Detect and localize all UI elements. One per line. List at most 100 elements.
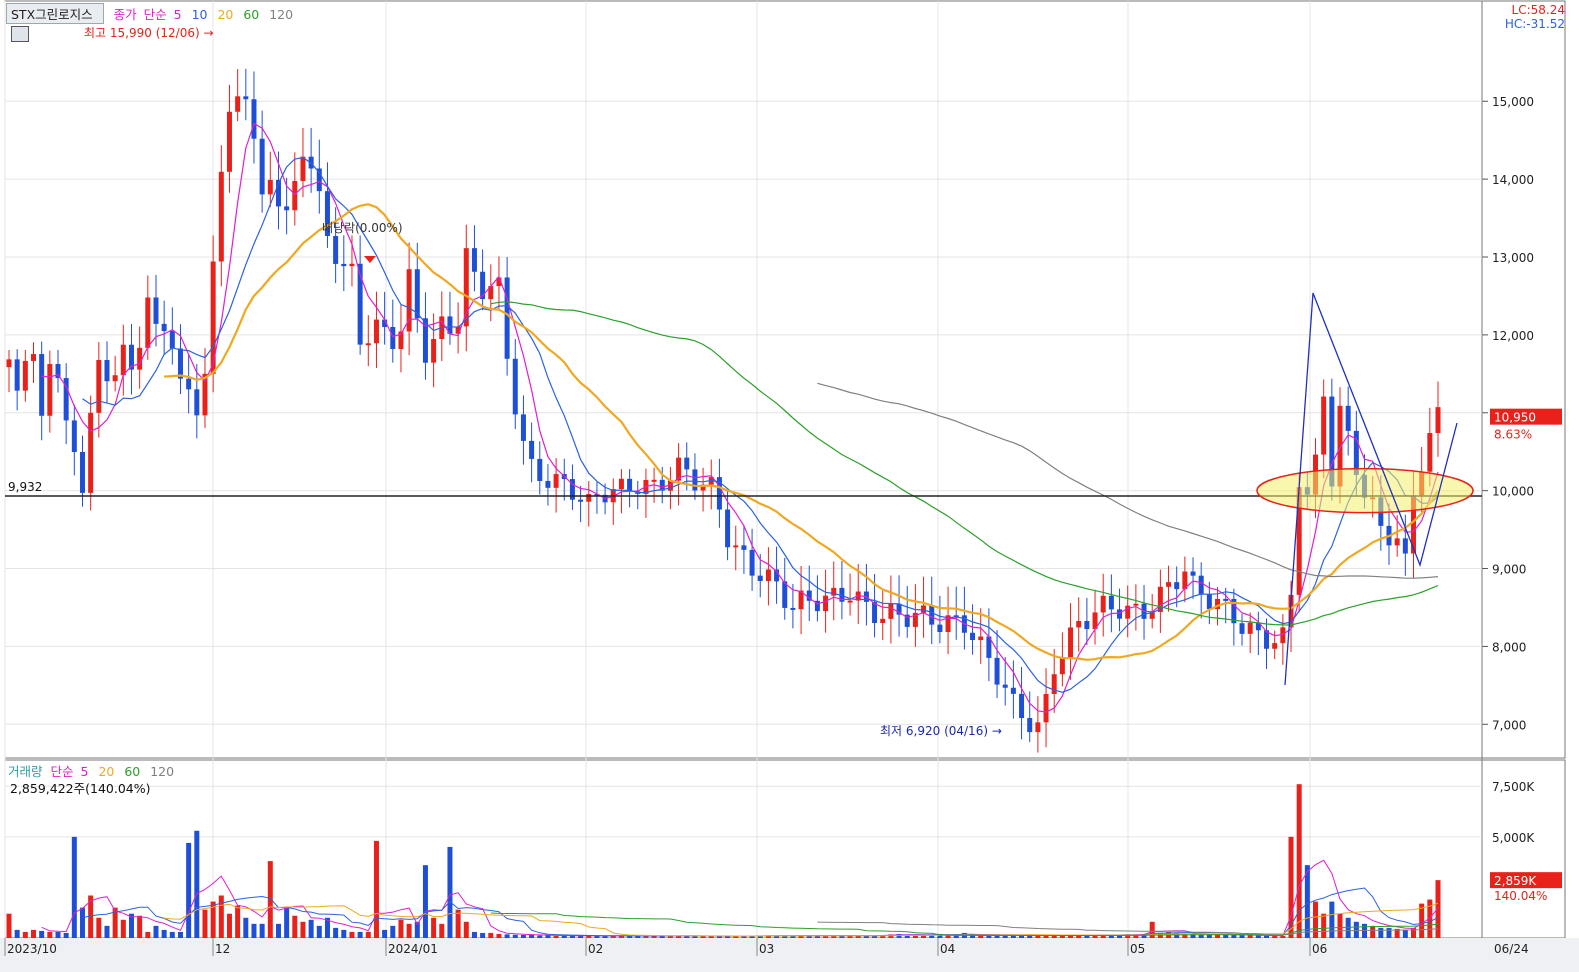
- volume-bar: [1255, 935, 1261, 938]
- volume-bar: [88, 895, 94, 938]
- candle-body: [186, 378, 192, 390]
- candle-body: [390, 326, 396, 350]
- candle-body: [1255, 622, 1261, 631]
- candle-body: [1108, 595, 1114, 610]
- volume-bar: [1141, 933, 1147, 938]
- candle-body: [431, 339, 437, 363]
- volume-bar: [1362, 923, 1368, 938]
- candle-body: [586, 494, 592, 502]
- candle-body: [1019, 693, 1025, 719]
- candle-body: [594, 494, 600, 497]
- candle-body: [659, 479, 665, 491]
- ma10-line: [82, 156, 1439, 693]
- candle-body: [953, 615, 959, 618]
- volume-bar: [79, 907, 85, 938]
- candle-body: [1002, 684, 1008, 688]
- volume-bar: [545, 935, 551, 938]
- volume-bar: [284, 907, 290, 938]
- volume-bar: [912, 934, 918, 938]
- candle-body: [814, 600, 820, 612]
- volume-bar: [1215, 934, 1221, 938]
- current-volume-pct-label: 140.04%: [1494, 889, 1547, 903]
- volume-bar: [1190, 933, 1196, 938]
- volume-bar: [1198, 934, 1204, 938]
- candle-body: [986, 636, 992, 658]
- candle-body: [79, 451, 85, 493]
- ma120-legend: 120: [269, 7, 294, 22]
- candle-body: [782, 581, 788, 608]
- volume-bar: [863, 935, 869, 938]
- volume-bar: [978, 934, 984, 938]
- candle-body: [1288, 594, 1294, 628]
- candle-body: [422, 318, 428, 363]
- candle-body: [30, 354, 36, 361]
- candle-body: [1198, 575, 1204, 595]
- candle-body: [1190, 571, 1196, 576]
- volume-bar: [970, 935, 976, 938]
- highlight-ellipse: [1256, 467, 1474, 514]
- candle-body: [324, 191, 330, 236]
- current-volume-tag: [1490, 872, 1562, 889]
- volume-bar: [55, 931, 61, 938]
- price-tick-label: 7,000: [1492, 718, 1526, 732]
- volume-bar: [112, 907, 118, 938]
- volume-bar: [210, 901, 216, 938]
- volume-bar: [1223, 934, 1229, 938]
- volume-ma-type: 단순: [50, 764, 74, 779]
- symbol-button[interactable]: STX그린로지스: [6, 3, 104, 24]
- volume-bar: [267, 861, 273, 938]
- volume-bar: [594, 935, 600, 938]
- vol-ma60-legend: 60: [124, 764, 141, 779]
- candle-body: [569, 479, 575, 500]
- volume-bar: [847, 935, 853, 938]
- candle-body: [676, 457, 682, 481]
- volume-bar: [561, 935, 567, 938]
- candle-body: [128, 344, 134, 370]
- current-price-label: 10,950: [1494, 411, 1536, 425]
- candle-body: [741, 545, 747, 550]
- vol-ma120-legend: 120: [150, 764, 175, 779]
- candle-body: [1353, 430, 1359, 475]
- volume-bar: [716, 936, 722, 938]
- volume-bar: [814, 935, 820, 938]
- candle-body: [716, 477, 722, 510]
- x-tick-label: 2023/10: [7, 942, 57, 956]
- candle-body: [700, 484, 706, 491]
- volume-bar: [349, 931, 355, 938]
- grid-table-icon[interactable]: [11, 26, 29, 42]
- candle-body: [284, 206, 290, 211]
- volume-bar: [1386, 927, 1392, 938]
- candle-body: [382, 319, 388, 327]
- volume-bar: [1108, 934, 1114, 938]
- volume-bar: [480, 932, 486, 938]
- volume-bar: [373, 840, 379, 938]
- candle-body: [398, 331, 404, 350]
- volume-bar: [1035, 934, 1041, 938]
- volume-bar: [602, 935, 608, 938]
- candle-body: [194, 389, 200, 416]
- candle-body: [22, 360, 28, 391]
- candle-body: [765, 569, 771, 582]
- volume-bar: [1427, 899, 1433, 938]
- candle-body: [1394, 538, 1400, 546]
- volume-bar: [177, 931, 183, 938]
- chart-header: STX그린로지스 종가 단순 5 10 20 60 120: [6, 3, 299, 24]
- vol-ma120-line: [817, 921, 1439, 936]
- volume-bar: [733, 935, 739, 938]
- volume-bar: [96, 917, 102, 938]
- lc-readout: LC:58.24: [1511, 3, 1565, 17]
- candle-body: [1206, 594, 1212, 610]
- candle-body: [774, 569, 780, 582]
- candle-body: [153, 297, 159, 324]
- candle-body: [1117, 609, 1123, 619]
- volume-bar: [30, 929, 36, 938]
- volume-bar: [708, 936, 714, 938]
- volume-bar: [471, 931, 477, 938]
- candle-body: [259, 138, 265, 195]
- candle-body: [1345, 405, 1351, 431]
- candle-body: [96, 359, 102, 413]
- candle-body: [1272, 643, 1278, 649]
- volume-header: 거래량 단순 5 20 60 120: [8, 761, 180, 780]
- volume-bar: [161, 929, 167, 938]
